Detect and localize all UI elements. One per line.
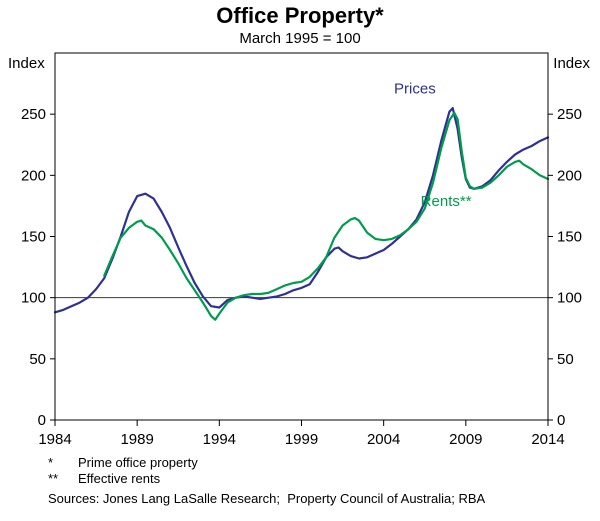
y-tick-label-left: 150 bbox=[21, 229, 46, 246]
footnote-marker: ** bbox=[48, 471, 59, 486]
chart-title: Office Property* bbox=[216, 3, 384, 28]
footnote-row: ** Effective rents bbox=[48, 471, 588, 487]
prices-series-label: Prices bbox=[394, 80, 436, 97]
x-tick-label: 2004 bbox=[367, 431, 400, 448]
footnote-row: * Prime office property bbox=[48, 455, 588, 471]
y-tick-label-right: 0 bbox=[557, 412, 565, 429]
y-tick-label-right: 100 bbox=[557, 290, 582, 307]
rents-line bbox=[103, 111, 550, 321]
y-tick-label-right: 250 bbox=[557, 106, 582, 123]
chart-subtitle: March 1995 = 100 bbox=[239, 30, 361, 47]
y-tick-label-left: 250 bbox=[21, 106, 46, 123]
y-tick-label-left: 200 bbox=[21, 167, 46, 184]
y-tick-label-right: 200 bbox=[557, 167, 582, 184]
rents-series-label: Rents** bbox=[421, 193, 472, 210]
plot-border bbox=[54, 52, 549, 421]
footnotes-block: * Prime office property ** Effective ren… bbox=[48, 455, 588, 507]
y-axis-unit-left: Index bbox=[8, 55, 45, 72]
y-tick-label-right: 50 bbox=[557, 351, 574, 368]
x-tick-label: 1984 bbox=[38, 431, 71, 448]
x-tick-label: 2009 bbox=[449, 431, 482, 448]
x-tick-label: 1994 bbox=[203, 431, 236, 448]
footnote-text: Prime office property bbox=[78, 455, 198, 470]
sources-line: Sources: Jones Lang LaSalle Research; Pr… bbox=[48, 491, 486, 506]
y-tick-label-left: 50 bbox=[29, 351, 46, 368]
x-tick-label: 2014 bbox=[531, 431, 564, 448]
x-tick-label: 1989 bbox=[120, 431, 153, 448]
y-tick-label-right: 150 bbox=[557, 229, 582, 246]
y-axis-unit-right: Index bbox=[553, 55, 590, 72]
y-tick-label-left: 100 bbox=[21, 290, 46, 307]
x-tick-label: 1999 bbox=[285, 431, 318, 448]
footnote-text: Effective rents bbox=[78, 471, 161, 486]
footnote-marker: * bbox=[48, 455, 54, 470]
y-tick-label-left: 0 bbox=[38, 412, 46, 429]
